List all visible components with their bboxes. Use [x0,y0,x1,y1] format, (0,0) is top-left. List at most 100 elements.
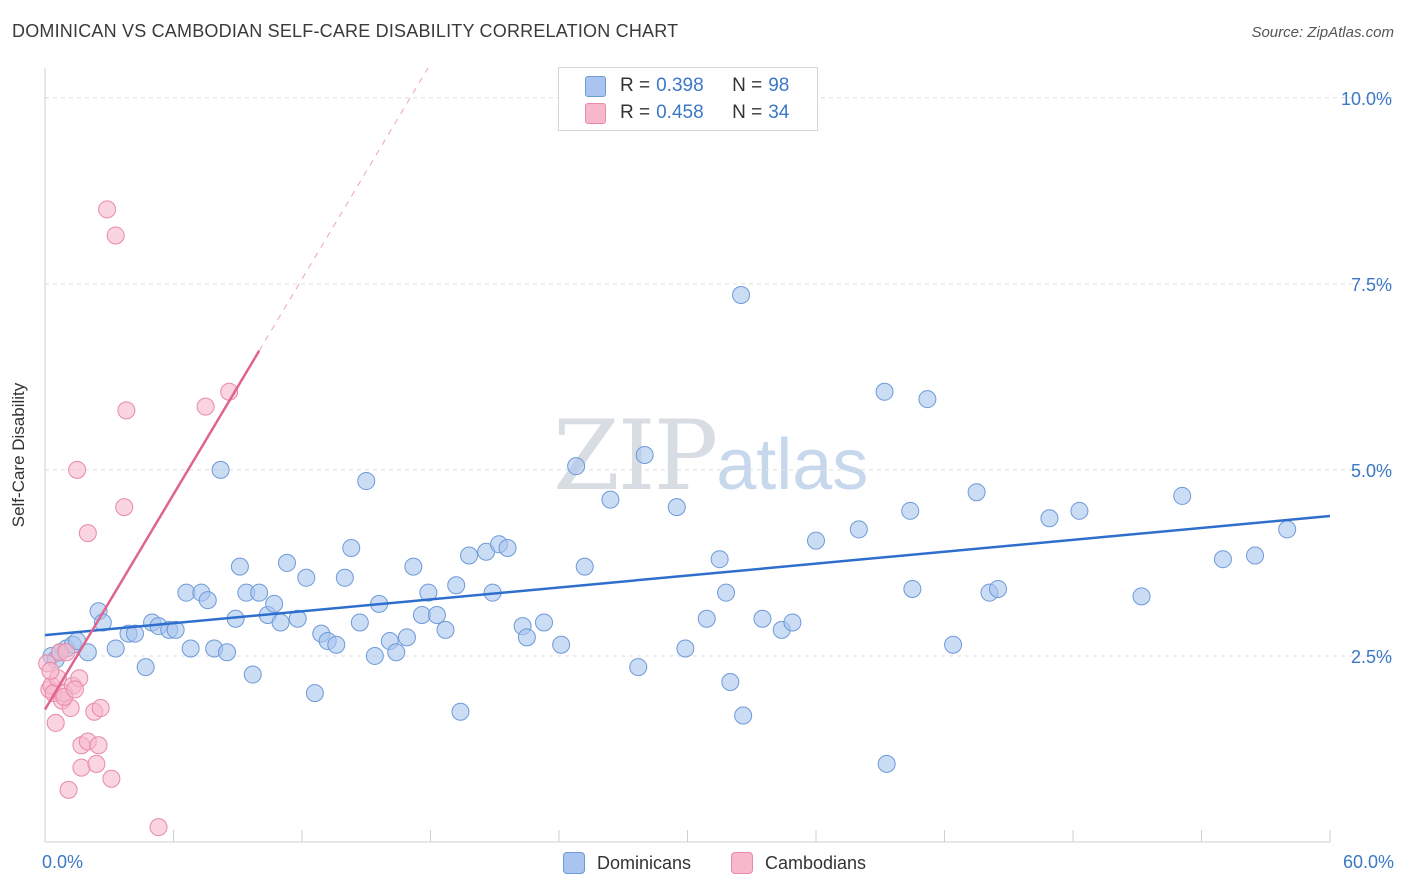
dominican-point [717,583,736,602]
watermark: ZIPatlas [553,400,868,512]
dominican-point [1040,509,1059,528]
legend-label-cambodians: Cambodians [765,852,867,873]
cambodian-point [72,758,91,777]
y-tick-label: 5.0% [1351,461,1392,481]
dominican-point [807,531,825,550]
legend-item-dominicans[interactable]: Dominicans [563,852,691,874]
legend-item-cambodians[interactable]: Cambodians [731,852,866,874]
dominican-point [535,613,554,632]
dominican-point [357,472,376,491]
dominican-point [601,490,620,509]
dominican-point [721,672,740,691]
dominican-point [106,639,125,658]
cambodian-point [78,524,97,543]
cambodian-point [46,713,65,732]
cambodian-point [196,397,215,416]
dominican-point [903,579,922,598]
dominican-point [447,576,466,595]
dominican-point [342,539,361,558]
dominican-point [944,635,963,654]
dominican-point [412,606,431,625]
source-label: Source: ZipAtlas.com [1251,24,1394,41]
dominican-point [419,583,438,602]
dominicans-swatch [585,75,606,97]
dominican-point [404,557,423,576]
dominican-point [901,501,920,520]
dominican-point [629,658,648,677]
x-axis-max-label: 60.0% [1342,852,1394,872]
dominican-point [875,382,894,401]
dominican-point [271,613,290,632]
dominican-point [1278,520,1297,539]
dominican-point [517,628,536,647]
dominican-point [436,620,455,639]
dominican-point [397,628,416,647]
dominican-point [1246,546,1265,565]
dominican-point [783,613,802,632]
dominican-point [166,620,185,639]
dominican-point [297,568,316,587]
n-label: N = [732,75,763,96]
legend-label-dominicans: Dominicans [597,852,692,873]
dominican-point [350,613,369,632]
axis-layer [44,68,1331,843]
series-legend: Dominicans Cambodians [0,852,1406,876]
dominican-point [989,579,1008,598]
trend-layer [43,67,1331,711]
dominican-point [1173,486,1192,505]
watermark-zip: ZIP [553,400,718,512]
dominican-point [427,606,446,625]
cambodian-point [65,680,84,699]
cambodian-point [68,460,87,479]
y-tick-label: 2.5% [1351,647,1392,667]
cambodians-trend-extension [258,67,429,352]
dominican-point [243,665,262,684]
dominican-point [335,568,354,587]
dominican-point [575,557,594,576]
r-label: R = [620,75,651,96]
dominican-point [250,583,269,602]
cambodians-trend-line [43,350,261,711]
cambodian-point [115,498,134,517]
stats-row-cambodians: R = 0.458 N = 34 [585,100,789,126]
stats-legend: R = 0.398 N = 98 R = 0.458 N = 34 [558,67,818,131]
dominicans-points [42,285,1297,773]
cambodians-points [38,200,239,837]
dominican-point [697,609,716,628]
dominican-point [567,457,586,476]
dominican-point [849,520,868,539]
cambodian-point [59,780,78,799]
dominican-point [877,754,896,773]
dominican-point [552,635,571,654]
cambodian-point [98,200,117,219]
dominican-point [734,706,753,725]
dominican-point [198,591,217,610]
dominican-point [460,546,479,565]
cambodian-point [102,769,121,788]
dominican-point [365,646,384,665]
dominican-point [218,643,237,662]
dominicans-swatch [563,852,585,874]
dominican-point [753,609,772,628]
chart-title: DOMINICAN VS CAMBODIAN SELF-CARE DISABIL… [12,21,679,41]
y-tick-label: 10.0% [1341,89,1392,109]
cambodian-point [149,818,168,837]
cambodian-point [117,401,136,420]
n-value: 34 [768,102,790,123]
dominican-point [451,702,470,721]
n-label: N = [732,102,763,123]
dominican-point [387,643,406,662]
dominican-point [278,553,297,572]
cambodians-swatch [585,102,606,124]
dominican-point [265,594,284,613]
dominican-point [1213,550,1232,569]
y-tick-label: 7.5% [1351,275,1392,295]
dominican-point [1070,501,1089,520]
dominican-point [305,684,324,703]
cambodian-point [91,699,110,718]
cambodian-point [57,643,76,662]
r-value: 0.458 [656,102,704,123]
r-value: 0.398 [656,75,704,96]
dominican-point [125,624,144,643]
